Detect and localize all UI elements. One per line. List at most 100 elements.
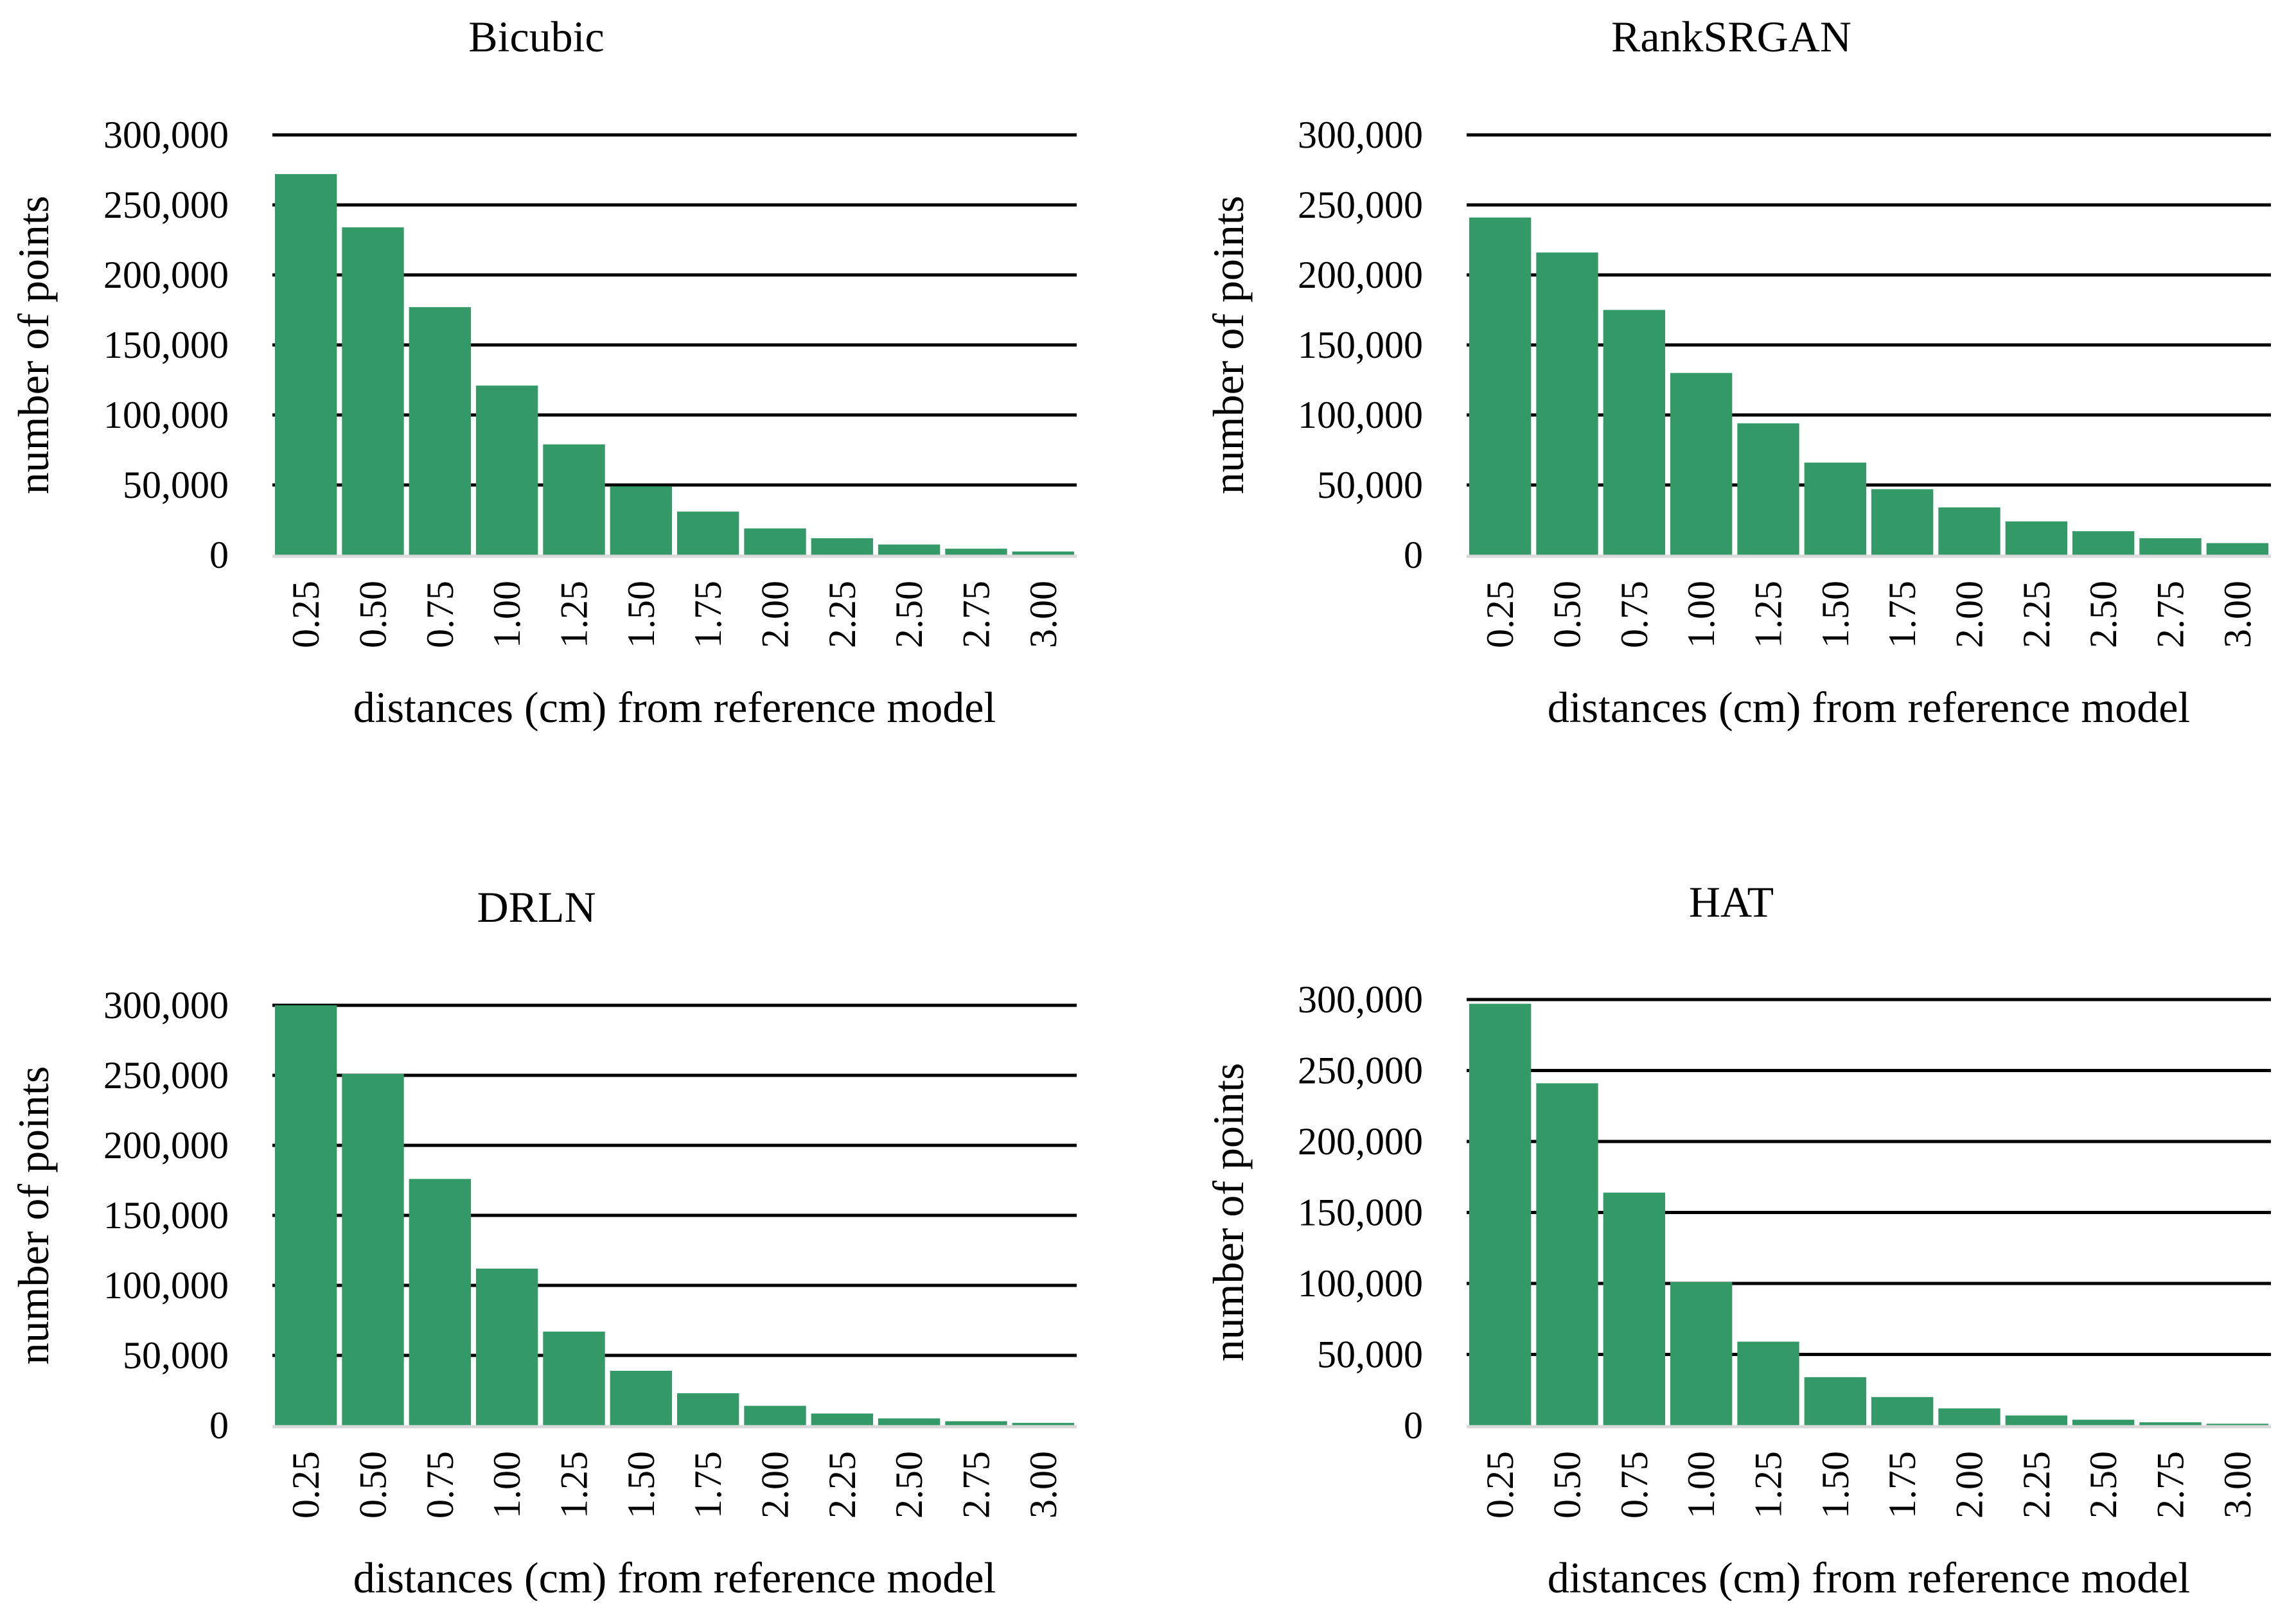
y-tick-label: 250,000	[1298, 1050, 1423, 1092]
x-tick-label: 2.75	[955, 581, 998, 648]
bar-2.75	[2139, 538, 2202, 555]
y-tick-label: 0	[1404, 534, 1423, 576]
y-tick-label: 50,000	[123, 1334, 229, 1377]
y-tick-label: 150,000	[103, 1194, 229, 1237]
x-tick-label: 0.25	[1479, 581, 1521, 648]
x-tick-label: 0.25	[1479, 1451, 1521, 1519]
bar-0.25	[275, 1005, 337, 1425]
y-tick-label: 100,000	[103, 1264, 229, 1307]
x-tick-label: 0.25	[285, 1451, 327, 1519]
bar-2.25	[2005, 1415, 2067, 1425]
x-tick-label: 0.75	[1613, 581, 1656, 648]
bar-0.25	[1469, 217, 1532, 555]
x-tick-label: 1.25	[1747, 1451, 1790, 1519]
x-tick-label: 1.75	[1881, 581, 1923, 648]
bar-1.75	[1871, 1397, 1934, 1425]
x-tick-label: 2.50	[2082, 1451, 2124, 1519]
y-tick-label: 100,000	[1298, 1262, 1423, 1305]
x-tick-label: 3.00	[2216, 581, 2259, 648]
chart-panel-ranksrgan: 0 50,000 100,000 150,000 200,000 250,000 300,0…	[1204, 12, 2271, 732]
y-tick-label: 100,000	[1298, 394, 1423, 436]
y-tick-label: 200,000	[103, 1124, 229, 1167]
x-tick-label: 3.00	[2216, 1451, 2259, 1519]
bar-1.50	[1804, 1377, 1866, 1425]
bar-1.50	[1804, 463, 1866, 555]
y-tick-label: 0	[1404, 1404, 1423, 1447]
chart-title: HAT	[1689, 877, 1774, 926]
bar-2.00	[744, 528, 806, 555]
x-axis-title: distances (cm) from reference model	[1548, 1553, 2191, 1601]
y-tick-label: 0	[209, 534, 229, 576]
y-tick-label: 150,000	[1298, 324, 1423, 366]
y-tick-label: 50,000	[1317, 1334, 1423, 1376]
y-axis-title: number of points	[9, 196, 58, 495]
bar-2.00	[744, 1406, 806, 1425]
bar-1.25	[1737, 423, 1799, 555]
x-tick-label: 0.75	[419, 1451, 461, 1519]
x-tick-label: 2.25	[2015, 1451, 2058, 1519]
x-tick-label: 0.75	[1613, 1451, 1656, 1519]
y-tick-label: 0	[209, 1404, 229, 1447]
x-tick-label: 2.50	[888, 1451, 930, 1519]
bar-1.25	[543, 1331, 605, 1425]
bar-2.50	[2072, 531, 2135, 555]
bar-0.50	[342, 227, 404, 555]
bar-1.00	[1670, 373, 1733, 555]
bar-2.25	[811, 1413, 873, 1425]
bar-0.25	[275, 174, 337, 555]
bar-2.50	[878, 544, 940, 555]
bar-0.75	[409, 1179, 471, 1425]
y-tick-label: 50,000	[123, 464, 229, 506]
x-tick-label: 2.75	[2150, 1451, 2192, 1519]
bar-1.50	[610, 486, 672, 555]
y-tick-label: 250,000	[103, 1054, 229, 1097]
x-tick-label: 1.25	[553, 581, 596, 648]
x-axis-title: distances (cm) from reference model	[353, 683, 996, 732]
y-tick-label: 250,000	[1298, 184, 1423, 226]
x-tick-label: 0.50	[352, 1451, 394, 1519]
bar-2.75	[945, 1421, 1007, 1425]
x-tick-label: 2.00	[754, 581, 797, 648]
bar-1.50	[610, 1370, 672, 1425]
bar-2.25	[811, 538, 873, 555]
x-tick-label: 3.00	[1022, 1451, 1064, 1519]
chart-title: DRLN	[477, 883, 596, 931]
bar-1.75	[677, 511, 739, 555]
bar-0.50	[1536, 252, 1598, 555]
x-tick-label: 1.75	[687, 1451, 729, 1519]
bar-1.25	[543, 444, 605, 555]
x-tick-label: 2.00	[1948, 581, 1991, 648]
x-tick-label: 2.75	[955, 1451, 998, 1519]
x-tick-label: 1.50	[1814, 1451, 1857, 1519]
bar-2.25	[2005, 521, 2067, 555]
bar-1.75	[1871, 489, 1934, 555]
x-tick-label: 2.25	[821, 1451, 863, 1519]
y-tick-label: 300,000	[1298, 114, 1423, 156]
bar-0.75	[1603, 1192, 1665, 1425]
chart-title: Bicubic	[468, 12, 605, 61]
bar-2.50	[878, 1418, 940, 1425]
x-tick-label: 0.50	[352, 581, 394, 648]
bar-1.00	[1670, 1282, 1733, 1425]
x-tick-label: 1.50	[1814, 581, 1857, 648]
y-tick-label: 300,000	[103, 984, 229, 1027]
x-tick-label: 2.25	[821, 581, 863, 648]
bar-3.00	[1012, 551, 1074, 555]
bar-3.00	[2206, 1423, 2268, 1425]
y-axis-title: number of points	[9, 1066, 58, 1365]
bar-2.50	[2072, 1420, 2135, 1425]
bar-1.25	[1737, 1341, 1799, 1425]
x-tick-label: 1.00	[1680, 1451, 1722, 1519]
x-tick-label: 0.75	[419, 581, 461, 648]
bar-2.75	[2139, 1422, 2202, 1425]
x-tick-label: 0.50	[1546, 1451, 1589, 1519]
x-axis-title: distances (cm) from reference model	[1548, 683, 2191, 732]
x-tick-label: 0.25	[285, 581, 327, 648]
x-tick-label: 2.50	[888, 581, 930, 648]
x-tick-label: 2.00	[754, 1451, 797, 1519]
x-tick-label: 3.00	[1022, 581, 1064, 648]
x-tick-label: 1.75	[687, 581, 729, 648]
chart-panel-drln: 0 50,000 100,000 150,000 200,000 250,000 300,0…	[9, 883, 1077, 1602]
